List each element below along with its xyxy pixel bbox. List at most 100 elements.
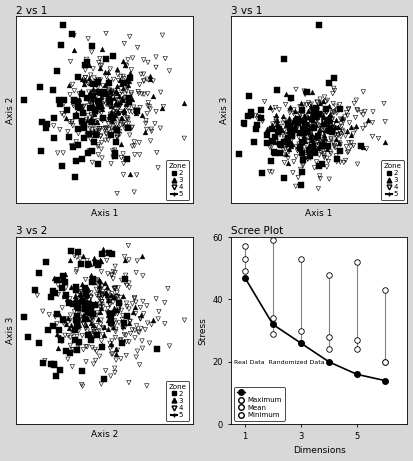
Point (315, 111, 322, 118)
Point (306, 131, 313, 138)
Point (88, 80, 95, 87)
Legend: 2, 3, 4, 5: 2, 3, 4, 5 (166, 381, 189, 421)
Point (310, 135, 316, 142)
Point (386, 139, 392, 147)
Point (156, 308, 162, 315)
Point (118, 123, 125, 130)
Point (124, 84, 131, 92)
Point (302, 136, 309, 143)
Point (103, 113, 109, 120)
Point (324, 97, 331, 104)
Point (145, 134, 152, 142)
Point (94, 271, 100, 278)
Point (139, 113, 146, 121)
Point (122, 279, 128, 286)
Point (82, 303, 89, 310)
Point (329, 115, 336, 123)
Point (331, 107, 338, 115)
Point (336, 139, 343, 147)
Point (142, 117, 149, 124)
Point (90, 85, 97, 93)
Point (279, 127, 286, 134)
Point (153, 53, 159, 61)
Point (136, 139, 142, 146)
Point (104, 121, 110, 128)
Point (78, 302, 85, 310)
Point (76, 86, 82, 93)
Point (37, 147, 44, 154)
Point (71, 48, 77, 56)
Point (111, 146, 118, 154)
Point (106, 310, 112, 317)
Point (98, 343, 105, 350)
Point (74, 254, 80, 261)
Point (89, 307, 95, 314)
Point (142, 326, 149, 333)
Point (350, 142, 357, 149)
Point (120, 323, 126, 330)
Point (25, 333, 31, 341)
Point (83, 329, 90, 336)
Point (84, 153, 90, 160)
Point (82, 77, 88, 84)
Point (70, 102, 77, 110)
Point (138, 135, 145, 142)
Point (320, 136, 326, 143)
Point (116, 103, 123, 110)
Point (83, 292, 89, 299)
Point (288, 96, 294, 103)
Point (109, 154, 116, 161)
Point (85, 149, 92, 157)
Point (328, 135, 334, 142)
Point (141, 91, 147, 98)
Point (90, 107, 97, 114)
Point (313, 145, 319, 153)
Point (116, 77, 122, 85)
Point (106, 86, 112, 94)
Point (88, 289, 94, 296)
Point (345, 148, 352, 155)
Point (297, 116, 304, 123)
Point (112, 341, 119, 348)
Point (96, 100, 103, 108)
Point (64, 355, 71, 363)
Point (152, 154, 158, 161)
Point (95, 78, 102, 86)
Point (244, 130, 251, 137)
Point (71, 252, 78, 260)
Point (341, 152, 347, 160)
Point (110, 103, 117, 111)
Point (123, 114, 130, 122)
Point (83, 94, 90, 101)
Point (271, 141, 278, 148)
Point (269, 120, 276, 128)
Point (102, 289, 108, 296)
Point (122, 272, 129, 279)
Point (78, 122, 85, 130)
Point (122, 83, 128, 91)
Point (60, 315, 66, 322)
Point (131, 47, 138, 54)
Point (115, 308, 121, 315)
Point (316, 21, 323, 29)
X-axis label: Axis 2: Axis 2 (90, 430, 118, 439)
Point (337, 125, 344, 133)
Point (78, 337, 85, 344)
Point (119, 277, 125, 284)
Point (375, 128, 382, 136)
Point (301, 153, 307, 160)
Point (120, 293, 127, 301)
Point (95, 268, 102, 276)
Point (118, 322, 124, 330)
Point (110, 90, 117, 97)
Point (333, 136, 339, 143)
Point (330, 108, 337, 115)
Point (55, 291, 62, 298)
Point (79, 145, 86, 153)
Point (317, 132, 324, 140)
Point (115, 304, 122, 312)
Point (113, 138, 119, 146)
Point (97, 257, 104, 264)
Point (51, 275, 57, 282)
Point (303, 149, 310, 157)
